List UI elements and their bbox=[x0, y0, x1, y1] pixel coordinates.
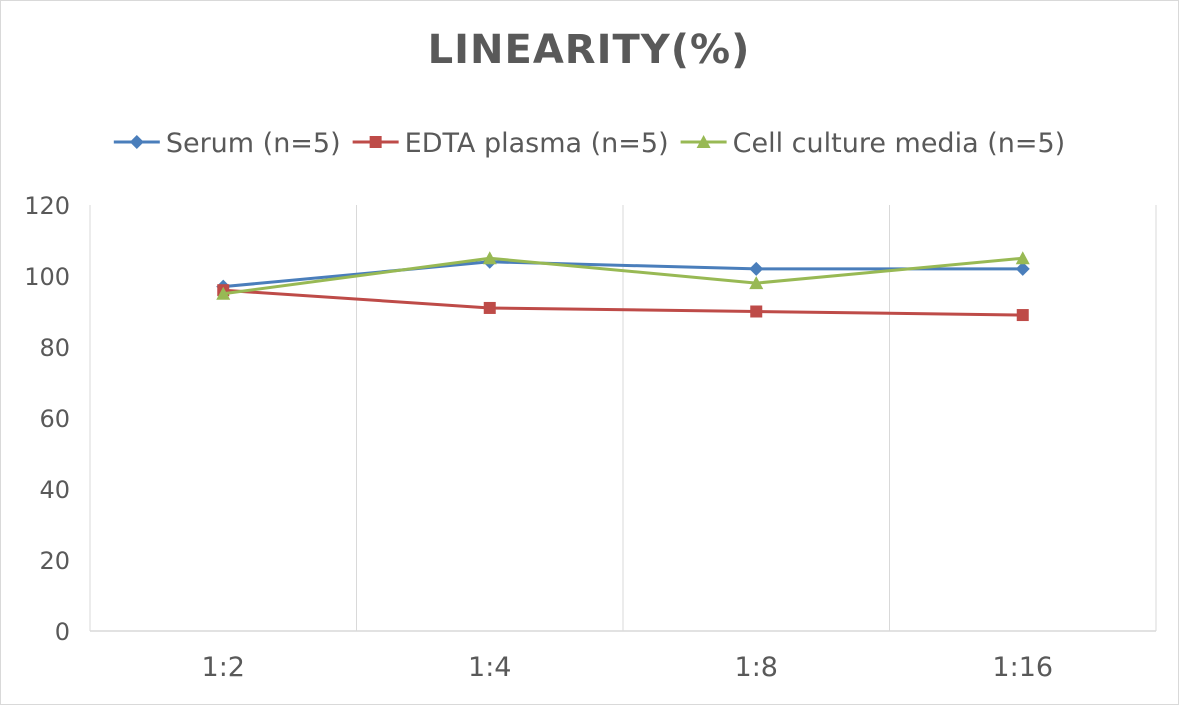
gridlines bbox=[89, 205, 1157, 631]
legend-label: Cell culture media (n=5) bbox=[733, 128, 1066, 159]
series-3 bbox=[216, 251, 1030, 300]
data-point bbox=[1015, 251, 1030, 265]
data-point bbox=[482, 251, 497, 265]
y-tick-label: 20 bbox=[39, 547, 70, 575]
chart-title: LINEARITY(%) bbox=[428, 27, 751, 73]
legend-marker bbox=[129, 135, 144, 149]
y-tick-label: 120 bbox=[24, 192, 70, 220]
legend-item: Serum (n=5) bbox=[113, 128, 341, 159]
data-point bbox=[750, 305, 763, 318]
y-tick-label: 0 bbox=[55, 618, 70, 646]
data-point bbox=[483, 301, 496, 314]
legend-marker bbox=[369, 136, 382, 148]
x-tick-label: 1:8 bbox=[735, 652, 778, 683]
legend-label: EDTA plasma (n=5) bbox=[405, 128, 669, 159]
series-2 bbox=[217, 284, 1029, 322]
x-tick-label: 1:16 bbox=[992, 652, 1053, 683]
series-line bbox=[223, 260, 1023, 289]
y-axis: 0 20 40 60 80 100 120 bbox=[24, 192, 70, 646]
y-tick-label: 60 bbox=[39, 405, 70, 433]
series-line bbox=[223, 256, 1023, 296]
legend: Serum (n=5) EDTA plasma (n=5) Cell culture… bbox=[113, 128, 1066, 159]
data-point bbox=[216, 286, 231, 300]
legend-item: EDTA plasma (n=5) bbox=[352, 128, 669, 159]
x-tick-label: 1:4 bbox=[468, 652, 511, 683]
legend-item: Cell culture media (n=5) bbox=[680, 128, 1066, 159]
y-tick-label: 40 bbox=[39, 476, 70, 504]
y-tick-label: 80 bbox=[39, 334, 70, 362]
x-tick-label: 1:2 bbox=[202, 652, 245, 683]
legend-marker bbox=[696, 135, 711, 148]
data-point bbox=[1015, 261, 1030, 276]
y-tick-label: 100 bbox=[24, 263, 70, 291]
x-axis: 1:2 1:4 1:8 1:16 bbox=[90, 630, 1156, 683]
data-point bbox=[749, 276, 764, 290]
series-layer bbox=[216, 251, 1030, 322]
data-point bbox=[1016, 309, 1029, 322]
data-point bbox=[749, 261, 764, 276]
legend-label: Serum (n=5) bbox=[166, 128, 341, 159]
series-line bbox=[223, 288, 1023, 317]
